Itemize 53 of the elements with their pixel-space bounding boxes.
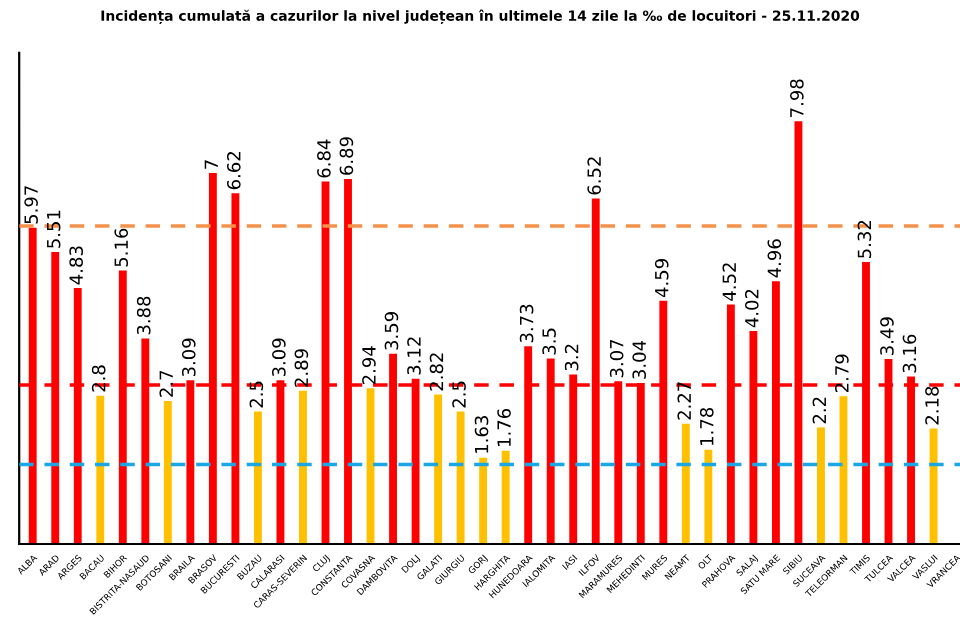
data-label: 3.12 — [407, 337, 421, 375]
data-label: 4.59 — [654, 259, 669, 298]
data-label: 7.98 — [790, 79, 804, 117]
data-label: 3.49 — [880, 317, 894, 355]
data-label: 3.59 — [384, 312, 399, 350]
data-label: 2.79 — [835, 354, 849, 393]
bar — [434, 394, 443, 544]
bar — [299, 390, 307, 544]
bar — [817, 427, 825, 544]
data-label: 2.7 — [159, 370, 173, 397]
bar — [501, 450, 510, 544]
data-label: 2.5 — [249, 381, 264, 408]
data-label: 6.84 — [317, 139, 331, 178]
data-label: 1.76 — [497, 408, 511, 446]
data-label: 5.97 — [24, 186, 38, 224]
bar — [253, 411, 262, 544]
data-label: 2.5 — [452, 381, 466, 408]
data-label: 4.02 — [744, 289, 759, 328]
data-label: 2.18 — [925, 386, 939, 425]
bar — [681, 423, 690, 544]
bar — [96, 395, 105, 544]
data-label: 5.16 — [114, 228, 129, 267]
data-label: 2.94 — [362, 346, 376, 385]
data-label: 3.5 — [542, 328, 556, 355]
data-label: 1.63 — [474, 416, 489, 453]
bar — [704, 449, 713, 544]
bar — [456, 411, 465, 544]
data-label: 3.73 — [519, 304, 534, 343]
data-label: 4.83 — [69, 246, 83, 285]
data-label: 4.96 — [767, 239, 782, 278]
data-label: 3.2 — [564, 344, 579, 371]
data-label: 2.27 — [677, 382, 691, 420]
data-label: 6.89 — [339, 137, 354, 175]
data-label: 5.51 — [47, 210, 61, 248]
data-label: 2.2 — [812, 397, 826, 424]
data-label: 7 — [204, 160, 218, 169]
data-label: 6.52 — [587, 157, 601, 195]
data-label: 3.09 — [181, 338, 196, 377]
data-label: 3.88 — [136, 296, 151, 335]
data-label: 3.16 — [902, 334, 917, 373]
bar — [479, 457, 488, 544]
bar — [929, 428, 938, 544]
data-label: 2.89 — [294, 349, 309, 387]
data-label: 1.78 — [699, 407, 714, 445]
data-label: 4.52 — [722, 263, 737, 301]
bar — [163, 400, 172, 544]
data-label: 3.09 — [272, 338, 286, 377]
data-label: 2.8 — [91, 365, 106, 392]
data-label: 5.32 — [857, 220, 872, 258]
data-label: 3.07 — [609, 339, 624, 378]
data-label: 3.04 — [632, 340, 647, 379]
data-label: 2.82 — [429, 353, 444, 391]
data-label: 6.62 — [226, 152, 241, 190]
